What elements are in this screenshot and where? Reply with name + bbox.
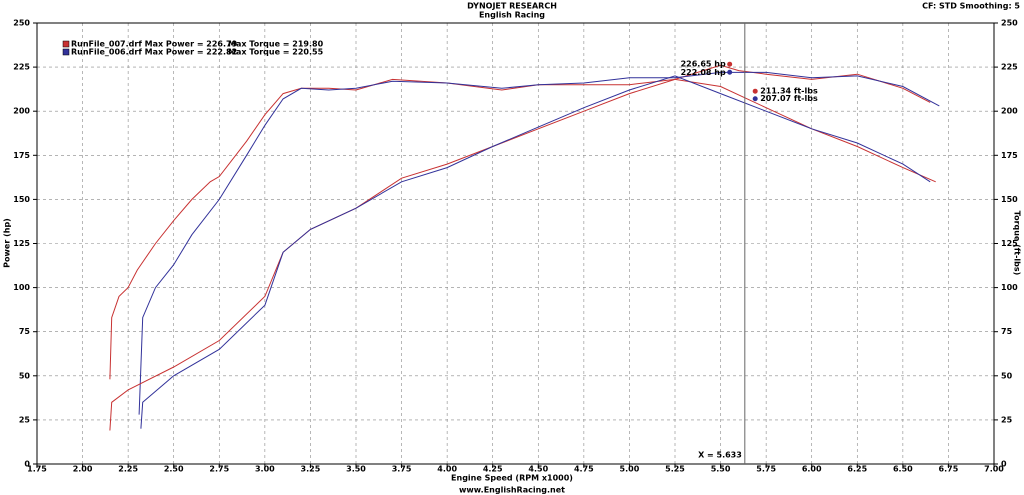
legend-torque: Max Torque = 220.55 bbox=[228, 48, 324, 57]
annotation-dot bbox=[752, 96, 758, 102]
x-tick-label: 6.50 bbox=[893, 465, 913, 474]
y2-tick-label: 225 bbox=[1001, 63, 1018, 72]
x-tick-label: 4.75 bbox=[574, 465, 594, 474]
y2-tick-label: 25 bbox=[1001, 415, 1013, 424]
y2-axis-label: Torque (ft-lbs) bbox=[1013, 211, 1022, 276]
x-tick-label: 6.25 bbox=[847, 465, 867, 474]
y-tick-label: 150 bbox=[13, 195, 30, 204]
annotation-label: 222.08 hp bbox=[681, 68, 726, 77]
y2-tick-label: 0 bbox=[1001, 460, 1007, 469]
x-tick-label: 5.75 bbox=[756, 465, 776, 474]
legend-label: RunFile_006.drf Max Power = 222.82 bbox=[71, 48, 237, 57]
y-tick-label: 175 bbox=[13, 151, 30, 160]
chart-title: DYNOJET RESEARCH bbox=[467, 2, 557, 11]
y2-tick-label: 200 bbox=[1001, 107, 1018, 116]
y-tick-label: 100 bbox=[13, 283, 30, 292]
legend-label: RunFile_007.drf Max Power = 226.79 bbox=[71, 40, 238, 49]
x-tick-label: 3.75 bbox=[392, 465, 412, 474]
x-tick-label: 2.50 bbox=[164, 465, 184, 474]
x-tick-label: 2.25 bbox=[118, 465, 138, 474]
y-tick-label: 0 bbox=[24, 460, 30, 469]
footer: www.EnglishRacing.net bbox=[459, 486, 565, 495]
legend-swatch bbox=[62, 48, 70, 56]
y2-tick-label: 75 bbox=[1001, 327, 1013, 336]
series-line bbox=[109, 78, 936, 431]
y-tick-label: 75 bbox=[19, 327, 31, 336]
x-axis-label: Engine Speed (RPM x1000) bbox=[451, 474, 573, 483]
x-tick-label: 2.00 bbox=[73, 465, 93, 474]
legend-torque: Max Torque = 219.80 bbox=[228, 40, 324, 49]
series-line bbox=[140, 75, 931, 429]
annotation-label: 207.07 ft-lbs bbox=[760, 94, 818, 103]
legend-swatch bbox=[62, 40, 70, 48]
y2-tick-label: 125 bbox=[1001, 239, 1018, 248]
y-tick-label: 250 bbox=[13, 19, 30, 28]
annotation-dot bbox=[727, 61, 733, 67]
plot-frame bbox=[36, 22, 995, 465]
x-tick-label: 1.75 bbox=[27, 465, 47, 474]
chart-subtitle: English Racing bbox=[479, 11, 545, 20]
annotation-dot bbox=[727, 69, 733, 75]
y-axis-label: Power (hp) bbox=[3, 218, 12, 268]
y-tick-label: 225 bbox=[13, 63, 30, 72]
y2-tick-label: 50 bbox=[1001, 371, 1013, 380]
annotation-dot bbox=[752, 88, 758, 94]
annotation-label: 226.65 hp bbox=[681, 60, 726, 69]
y-tick-label: 50 bbox=[19, 371, 31, 380]
cursor-label: X = 5.633 bbox=[698, 451, 742, 460]
y-tick-label: 200 bbox=[13, 107, 30, 116]
x-tick-label: 5.00 bbox=[620, 465, 640, 474]
y2-tick-label: 150 bbox=[1001, 195, 1018, 204]
series-line bbox=[138, 71, 940, 415]
x-tick-label: 6.00 bbox=[802, 465, 822, 474]
x-tick-label: 3.50 bbox=[346, 465, 366, 474]
y-tick-label: 125 bbox=[13, 239, 30, 248]
x-tick-label: 3.25 bbox=[301, 465, 321, 474]
y2-tick-label: 175 bbox=[1001, 151, 1018, 160]
x-tick-label: 7.00 bbox=[984, 465, 1004, 474]
x-tick-label: 4.25 bbox=[483, 465, 503, 474]
corner-note: CF: STD Smoothing: 5 bbox=[922, 2, 1020, 11]
x-tick-label: 3.00 bbox=[255, 465, 275, 474]
y2-tick-label: 100 bbox=[1001, 283, 1018, 292]
x-tick-label: 5.50 bbox=[711, 465, 731, 474]
x-tick-label: 4.00 bbox=[437, 465, 457, 474]
y2-tick-label: 250 bbox=[1001, 19, 1018, 28]
x-tick-label: 5.25 bbox=[665, 465, 685, 474]
annotation-label: 211.34 ft-lbs bbox=[760, 87, 818, 96]
x-tick-label: 4.50 bbox=[528, 465, 548, 474]
y-tick-label: 25 bbox=[19, 415, 31, 424]
x-tick-label: 6.75 bbox=[939, 465, 959, 474]
x-tick-label: 2.75 bbox=[209, 465, 229, 474]
